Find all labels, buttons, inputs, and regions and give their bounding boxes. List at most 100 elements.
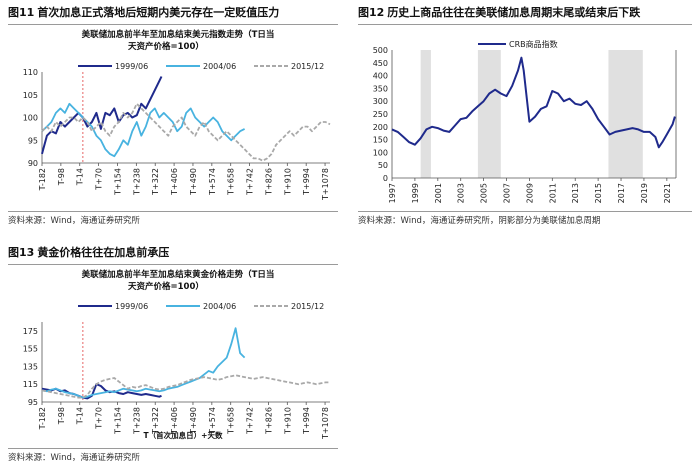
legend-label: 2004/06 — [203, 62, 236, 71]
series-line-2004-06 — [41, 102, 246, 158]
x-tick-label: T-98 — [57, 407, 66, 425]
x-tick-label: 2003 — [457, 183, 466, 203]
x-tick-label: 2007 — [503, 183, 512, 203]
figure-heading: 图12 历史上商品往往在美联储加息周期末尾或结束后下跌 — [358, 4, 692, 25]
x-tick-label: T+238 — [132, 168, 141, 196]
x-tick-label: T+1078 — [321, 407, 330, 440]
crb-index-chart: 0 50 100 150 200 250 300 350 400 450 500 1997 1999 20… — [373, 39, 677, 203]
x-tick-label: T+154 — [113, 168, 122, 196]
y-tick-label: 175 — [23, 327, 38, 336]
y-tick-label: 300 — [373, 97, 388, 106]
y-tick-label: 400 — [373, 72, 388, 81]
figure-source: 资料来源：Wind，海通证券研究所 — [8, 216, 140, 226]
figure-title: 历史上商品往往在美联储加息周期末尾或结束后下跌 — [387, 6, 641, 19]
y-tick-label: 95 — [28, 398, 38, 407]
y-tick-label: 135 — [23, 362, 38, 371]
figure-number: 图12 — [358, 6, 385, 19]
chart-title-line: 天资产价格=100） — [128, 41, 204, 52]
figure-number: 图13 — [8, 246, 35, 259]
figure-11: 图11 首次加息正式落地后短期内美元存在一定贬值压力 美联储加息前半年至加息结束美… — [8, 4, 338, 228]
x-tick-label: T+154 — [113, 407, 122, 435]
x-tick-label: T+406 — [170, 407, 179, 435]
legend-label: 2015/12 — [291, 302, 324, 311]
series-line-2015-12 — [41, 102, 331, 162]
legend-label: 2015/12 — [291, 62, 324, 71]
rate-hike-period-shade — [477, 50, 501, 178]
source-divider — [358, 211, 692, 212]
x-axis-title: T（首次加息日）+天数 — [144, 430, 223, 440]
chart-title-line: 天资产价格=100） — [128, 281, 204, 292]
x-tick-label: T+910 — [283, 407, 292, 435]
chart-title-line: 美联储加息前半年至加息结束黄金价格走势（T日当 — [82, 269, 275, 280]
y-tick-label: 250 — [373, 110, 388, 119]
y-tick-label: 155 — [23, 345, 38, 354]
y-tick-label: 350 — [373, 84, 388, 93]
x-tick-label: 2021 — [663, 183, 672, 203]
rate-hike-period-shade — [608, 50, 643, 178]
x-tick-label: T+994 — [302, 168, 311, 196]
source-divider — [8, 448, 338, 449]
y-tick-label: 90 — [28, 159, 38, 168]
series-line-2015-12 — [41, 374, 330, 399]
x-tick-label: T+574 — [208, 168, 217, 196]
figure-12: 图12 历史上商品往往在美联储加息周期末尾或结束后下跌 0 50 100 150 200 2… — [358, 4, 692, 228]
y-tick-label: 200 — [373, 123, 388, 132]
x-tick-label: T+994 — [302, 407, 311, 435]
x-tick-label: T+322 — [151, 407, 160, 435]
x-tick-label: 2005 — [480, 183, 489, 203]
figure-source: 资料来源：Wind，海通证券研究所，阴影部分为美联储加息周期 — [358, 216, 601, 226]
figure-number: 图11 — [8, 6, 35, 19]
y-tick-label: 95 — [28, 136, 38, 145]
x-tick-label: T-14 — [76, 407, 85, 425]
x-tick-label: T+490 — [189, 407, 198, 435]
figure-13: 图13 黄金价格往往在加息前承压 美联储加息前半年至加息结束黄金价格走势（T日当天… — [8, 244, 338, 468]
y-tick-label: 100 — [373, 148, 388, 157]
x-tick-label: T+658 — [227, 168, 236, 196]
x-tick-label: T-14 — [76, 168, 85, 186]
x-tick-label: 2019 — [640, 183, 649, 203]
legend-label: 1999/06 — [115, 302, 148, 311]
x-tick-label: T+1078 — [321, 168, 330, 201]
source-divider — [8, 211, 338, 212]
x-tick-label: 2015 — [594, 183, 603, 203]
x-tick-label: 2009 — [525, 183, 534, 203]
x-tick-label: T+70 — [95, 168, 104, 191]
y-tick-label: 150 — [373, 136, 388, 145]
x-tick-label: 2001 — [434, 183, 443, 203]
x-tick-label: T+406 — [170, 168, 179, 196]
x-tick-label: T+826 — [264, 168, 273, 196]
figure-heading: 图11 首次加息正式落地后短期内美元存在一定贬值压力 — [8, 4, 338, 25]
figure-heading: 图13 黄金价格往往在加息前承压 — [8, 244, 338, 265]
y-tick-label: 110 — [23, 68, 38, 77]
x-tick-label: T+910 — [283, 168, 292, 196]
y-tick-label: 115 — [23, 380, 38, 389]
figure-source: 资料来源：Wind，海通证券研究所 — [8, 453, 140, 463]
x-tick-label: T+574 — [208, 407, 217, 435]
y-tick-label: 105 — [23, 91, 38, 100]
x-tick-label: 1999 — [411, 183, 420, 203]
x-tick-label: T+742 — [246, 407, 255, 435]
series-line-CRB---- — [391, 56, 676, 149]
x-tick-label: 1997 — [388, 183, 397, 203]
rate-hike-period-shade — [420, 50, 431, 178]
x-tick-label: T+826 — [264, 407, 273, 435]
x-tick-label: T+658 — [227, 407, 236, 435]
x-tick-label: T-182 — [38, 168, 47, 191]
legend-label: CRB商品指数 — [509, 39, 558, 49]
legend-label: 1999/06 — [115, 62, 148, 71]
x-tick-label: T-182 — [38, 407, 47, 430]
x-tick-label: 2017 — [617, 183, 626, 203]
figure-title: 首次加息正式落地后短期内美元存在一定贬值压力 — [37, 6, 280, 19]
figure-title: 黄金价格往往在加息前承压 — [37, 246, 170, 259]
y-tick-label: 0 — [383, 174, 388, 183]
x-tick-label: T+322 — [151, 168, 160, 196]
chart-title-line: 美联储加息前半年至加息结束美元指数走势（T日当 — [82, 29, 275, 40]
x-tick-label: T+70 — [95, 407, 104, 430]
x-tick-label: 2011 — [548, 183, 557, 203]
series-line-2004-06 — [41, 327, 246, 399]
x-tick-label: T+490 — [189, 168, 198, 196]
series-line-1999-06 — [41, 383, 162, 400]
legend-label: 2004/06 — [203, 302, 236, 311]
